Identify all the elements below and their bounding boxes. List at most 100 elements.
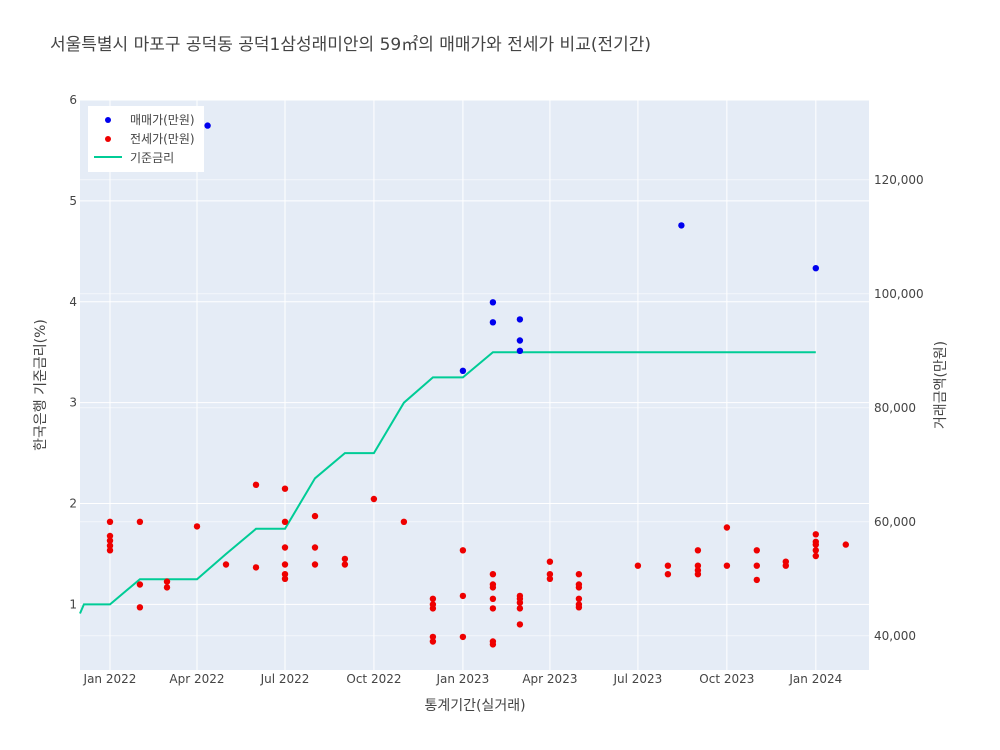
left-tick-label: 5 [69,194,77,208]
jeonse-point[interactable] [429,638,437,645]
jeonse-point[interactable] [489,595,497,602]
jeonse-point[interactable] [516,621,524,628]
legend-label-rate[interactable]: 기준금리 [130,151,174,165]
gridlines [80,99,869,670]
jeonse-point[interactable] [106,537,114,544]
jeonse-point[interactable] [281,485,289,492]
jeonse-point[interactable] [429,633,437,641]
jeonse-point[interactable] [546,571,554,578]
jeonse-point[interactable] [311,561,319,568]
jeonse-point[interactable] [193,523,201,530]
jeonse-point[interactable] [163,584,171,591]
x-tick-label: Apr 2022 [169,672,224,686]
jeonse-point[interactable] [106,547,114,554]
rate-line[interactable] [79,351,816,614]
jeonse-point[interactable] [753,562,760,569]
jeonse-point[interactable] [753,547,760,554]
chart-title: 서울특별시 마포구 공덕동 공덕1삼성래미안의 59㎡의 매매가와 전세가 비교… [50,35,651,55]
jeonse-point[interactable] [400,518,408,525]
jeonse-point[interactable] [106,532,114,540]
right-tick-label: 100,000 [874,287,924,301]
jeonse-point[interactable] [812,541,819,548]
jeonse-point[interactable] [664,571,672,578]
jeonse-point[interactable] [459,633,467,641]
sale-point[interactable] [678,222,685,229]
jeonse-point[interactable] [222,561,230,568]
jeonse-point[interactable] [281,544,289,551]
left-tick-label: 6 [69,93,77,107]
jeonse-point[interactable] [812,552,819,560]
jeonse-point[interactable] [723,524,731,531]
jeonse-point[interactable] [136,581,144,588]
jeonse-point[interactable] [782,562,789,569]
right-axis-title: 거래금액(만원) [933,341,949,429]
sale-point[interactable] [516,316,524,323]
jeonse-point[interactable] [812,531,819,538]
jeonse-point[interactable] [136,604,144,611]
jeonse-point[interactable] [575,584,583,591]
left-tick-label: 3 [69,396,77,410]
jeonse-point[interactable] [429,595,437,602]
jeonse-point[interactable] [489,605,497,612]
jeonse-point[interactable] [694,571,702,578]
jeonse-point[interactable] [489,571,497,578]
x-tick-label: Jan 2023 [435,672,489,686]
jeonse-point[interactable] [546,575,554,582]
jeonse-point[interactable] [106,518,114,525]
jeonse-point[interactable] [489,584,497,591]
jeonse-point[interactable] [694,547,702,554]
jeonse-point[interactable] [281,571,289,578]
jeonse-point[interactable] [281,575,289,582]
jeonse-point[interactable] [281,518,289,525]
sale-point[interactable] [812,265,819,272]
jeonse-point[interactable] [136,518,144,525]
jeonse-point[interactable] [341,555,349,563]
jeonse-point[interactable] [634,562,642,569]
right-tick-label: 40,000 [874,629,916,643]
legend[interactable]: 매매가(만원) 전세가(만원) 기준금리 [88,106,204,172]
jeonse-point[interactable] [459,547,467,554]
jeonse-point[interactable] [812,547,819,554]
jeonse-point[interactable] [252,564,260,571]
x-tick-label: Jul 2023 [612,672,662,686]
jeonse-point[interactable] [370,495,378,503]
x-tick-label: Jan 2024 [788,672,842,686]
jeonse-point[interactable] [281,561,289,568]
jeonse-point[interactable] [842,541,849,548]
sale-point[interactable] [459,367,467,374]
jeonse-point[interactable] [429,605,437,612]
jeonse-point[interactable] [489,641,497,648]
right-axis-ticks: 40,000 60,000 80,000 100,000 120,000 [874,173,924,643]
x-axis-ticks: Jan 2022 Apr 2022 Jul 2022 Oct 2022 Jan 2023… [83,672,843,686]
sale-point[interactable] [516,337,524,344]
sale-point[interactable] [516,347,524,354]
jeonse-point[interactable] [311,512,319,520]
x-tick-label: Jan 2022 [83,672,137,686]
sale-point[interactable] [489,299,497,306]
sale-point[interactable] [489,319,497,326]
jeonse-point[interactable] [546,558,554,565]
jeonse-point[interactable] [753,576,760,584]
jeonse-point[interactable] [106,542,114,549]
jeonse-point[interactable] [341,561,349,568]
jeonse-point[interactable] [459,592,467,600]
x-tick-label: Apr 2023 [522,672,577,686]
jeonse-point[interactable] [575,604,583,611]
jeonse-point[interactable] [694,562,702,569]
points-layer [106,122,849,648]
jeonse-point[interactable] [664,562,672,569]
legend-label-sale[interactable]: 매매가(만원) [130,113,195,127]
jeonse-point[interactable] [311,544,319,551]
jeonse-point[interactable] [516,605,524,612]
jeonse-point[interactable] [163,578,171,585]
jeonse-point[interactable] [252,481,260,488]
right-tick-label: 80,000 [874,401,916,415]
left-tick-label: 1 [69,597,77,611]
jeonse-point[interactable] [723,562,731,569]
jeonse-point[interactable] [575,571,583,578]
sale-point[interactable] [204,122,211,129]
jeonse-point[interactable] [575,595,583,602]
jeonse-point[interactable] [516,599,524,606]
legend-label-jeonse[interactable]: 전세가(만원) [130,132,195,146]
